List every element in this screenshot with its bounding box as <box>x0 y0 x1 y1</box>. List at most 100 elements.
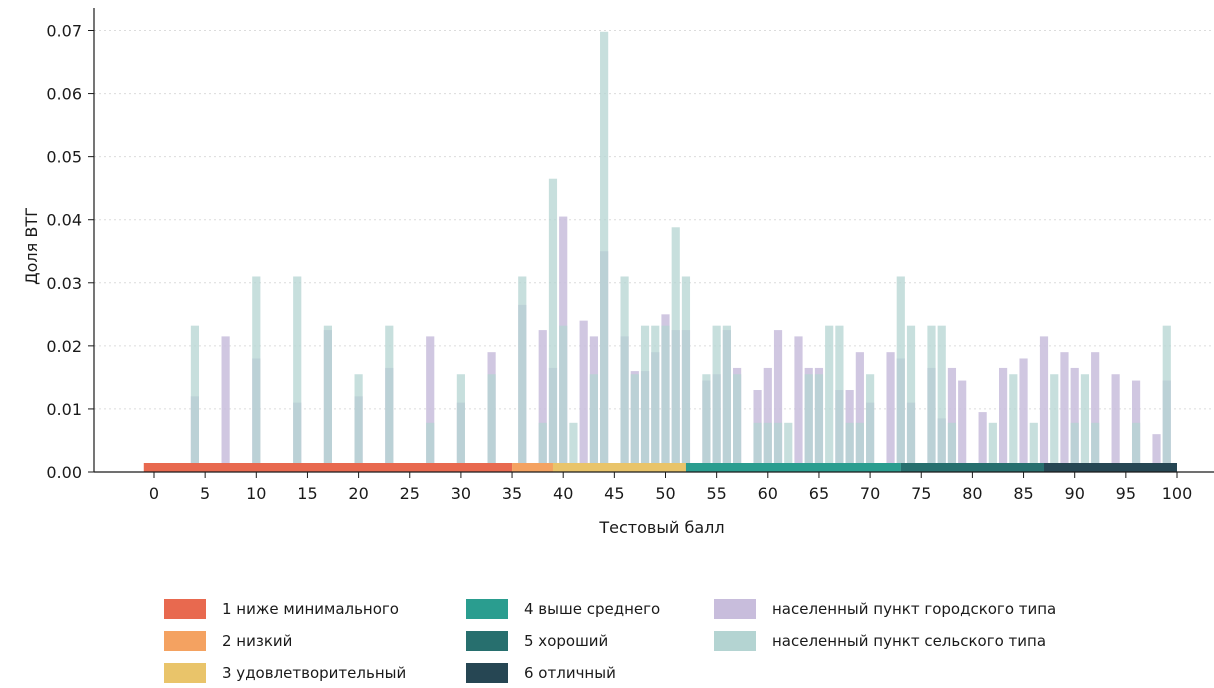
legend-swatch <box>164 631 206 651</box>
level-band-segment <box>143 463 513 472</box>
x-tick-label: 0 <box>149 484 159 503</box>
x-tick-label: 100 <box>1162 484 1193 503</box>
bar <box>1009 374 1018 472</box>
x-tick-label: 25 <box>400 484 420 503</box>
x-tick-label: 10 <box>246 484 266 503</box>
level-band-segment <box>685 463 901 472</box>
bar <box>426 336 435 472</box>
bar <box>1039 336 1049 472</box>
bar <box>1060 352 1069 472</box>
legend-swatch <box>164 599 206 619</box>
bar <box>671 227 680 472</box>
bar <box>845 422 854 472</box>
bar <box>1152 434 1161 472</box>
bar <box>927 325 936 472</box>
bar <box>733 374 742 472</box>
bar <box>804 374 813 472</box>
level-band-segment <box>552 463 686 472</box>
bar <box>784 422 793 472</box>
bar <box>896 276 905 472</box>
y-tick-label: 0.00 <box>46 463 82 482</box>
bar <box>712 325 721 472</box>
bar <box>958 380 967 472</box>
legend-label: населенный пункт городского типа <box>772 600 1057 618</box>
bar <box>1070 367 1079 472</box>
bar <box>426 422 435 472</box>
x-tick-label: 40 <box>553 484 573 503</box>
bar <box>753 422 762 472</box>
bar <box>947 422 957 472</box>
bar <box>559 325 568 472</box>
bar <box>763 367 772 472</box>
legend-item: 5 хороший <box>466 630 608 652</box>
x-tick-label: 45 <box>604 484 624 503</box>
bar <box>640 325 650 472</box>
x-tick-label: 70 <box>860 484 880 503</box>
legend-item: 6 отличный <box>466 662 616 684</box>
level-band-segment <box>512 463 553 472</box>
axes <box>93 8 1214 473</box>
x-tick-label: 55 <box>706 484 726 503</box>
bar <box>1111 374 1120 472</box>
bar <box>252 276 261 472</box>
legend-swatch <box>714 599 756 619</box>
bar <box>998 367 1008 472</box>
x-tick-label: 75 <box>911 484 931 503</box>
bar <box>354 374 363 472</box>
bar <box>1070 422 1079 472</box>
bar <box>569 422 578 472</box>
legend-swatch <box>164 663 206 683</box>
bar <box>866 374 875 472</box>
bar <box>1080 374 1090 472</box>
x-tick-label: 5 <box>200 484 210 503</box>
y-axis-label: Доля ВТГ <box>22 207 41 285</box>
x-tick-label: 80 <box>962 484 982 503</box>
bar <box>190 325 200 472</box>
bar <box>385 325 394 472</box>
y-tick-label: 0.05 <box>46 148 82 167</box>
legend-item: 3 удовлетворительный <box>164 662 406 684</box>
bar <box>978 412 987 472</box>
bar <box>661 325 670 472</box>
bar <box>702 374 711 472</box>
bar <box>1131 422 1141 472</box>
bar <box>589 374 598 472</box>
x-tick-label: 50 <box>655 484 675 503</box>
x-tick-label: 90 <box>1065 484 1085 503</box>
bar <box>1029 422 1038 472</box>
bars-urban-series <box>190 216 1171 472</box>
y-tick-label: 0.02 <box>46 337 82 356</box>
bar <box>323 325 333 472</box>
bar <box>722 325 731 472</box>
x-tick-label: 20 <box>348 484 368 503</box>
bar <box>937 325 946 472</box>
bar <box>630 374 639 472</box>
bar <box>548 178 558 473</box>
legend-label: 4 выше среднего <box>524 600 661 618</box>
legend-item: населенный пункт сельского типа <box>714 630 1046 652</box>
y-tick-label: 0.06 <box>46 85 82 104</box>
bars-rural-series <box>190 31 1171 473</box>
bar <box>906 325 916 472</box>
bar <box>456 374 465 472</box>
bar <box>988 422 997 472</box>
legend-swatch <box>714 631 756 651</box>
bar <box>518 276 527 472</box>
x-tick-label: 60 <box>758 484 778 503</box>
bar <box>600 31 609 473</box>
legend-swatch <box>466 631 508 651</box>
bar <box>681 276 691 472</box>
y-tick-label: 0.07 <box>46 22 82 41</box>
bar <box>620 276 629 472</box>
y-tick-label: 0.04 <box>46 211 82 230</box>
x-ticks: 0 5 10 15 20 25 30 35 40 45 50 55 60 65 70 75 80 85 90 95 10… <box>149 472 1192 503</box>
bar <box>221 336 230 472</box>
bar <box>763 422 772 472</box>
bar <box>855 422 864 472</box>
legend: 1 ниже минимального 2 низкий 3 удовлетво… <box>160 596 1160 686</box>
legend-label: 6 отличный <box>524 664 616 682</box>
x-tick-label: 30 <box>451 484 471 503</box>
legend-label: 1 ниже минимального <box>222 600 399 618</box>
bar <box>814 374 824 472</box>
x-axis-label: Тестовый балл <box>598 518 724 537</box>
